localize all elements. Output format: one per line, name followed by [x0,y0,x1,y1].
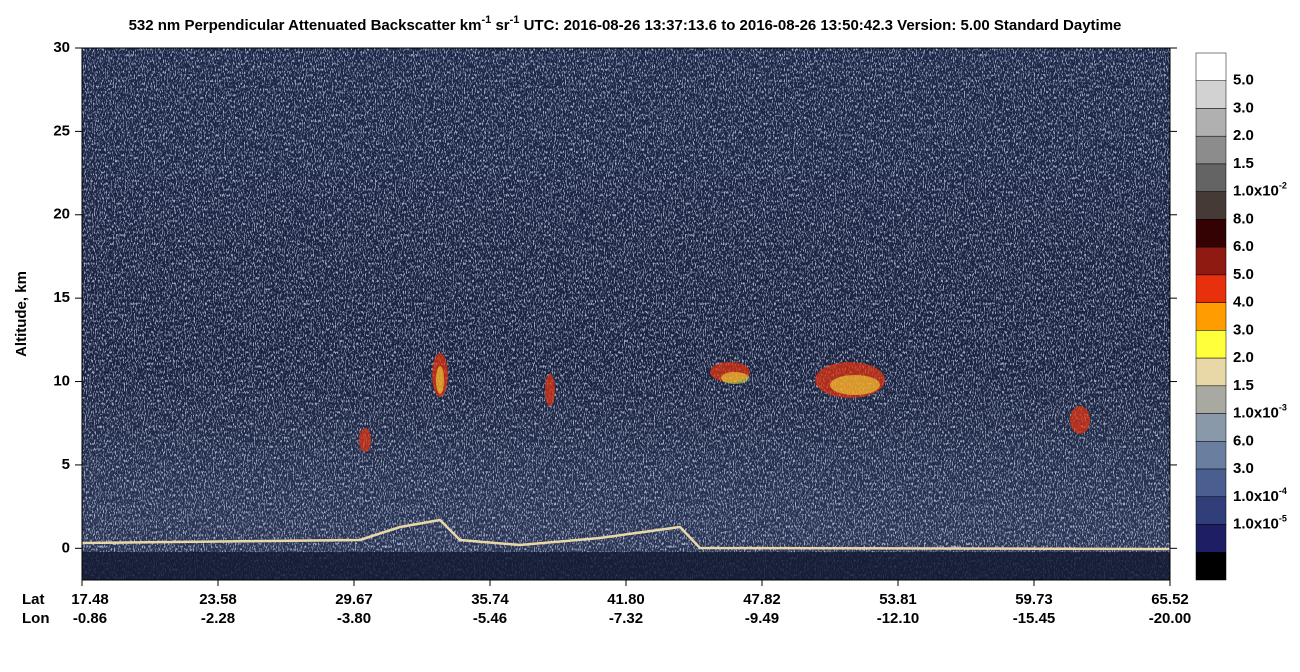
colorbar-swatch [1195,52,1227,81]
colorbar-label-exponent: -4 [1279,486,1287,496]
colorbar-swatch [1195,163,1227,192]
title-text: UTC: 2016-08-26 13:37:13.6 to 2016-08-26… [519,17,1121,34]
colorbar-label: 3.0 [1233,321,1254,338]
lat-label: 17.48 [71,591,109,608]
colorbar-swatch [1195,357,1227,387]
lon-label: -20.00 [1149,610,1192,627]
lat-label: 47.82 [743,591,781,608]
lon-label: -5.46 [473,610,507,627]
lat-label: 35.74 [471,591,509,608]
colorbar-label: 6.0 [1233,238,1254,255]
colorbar-label: 6.0 [1233,432,1254,449]
colorbar-label-exponent: -3 [1279,403,1287,413]
x-row-label: Lat [22,591,45,608]
colorbar-label: 1.0x10-3 [1233,403,1287,422]
colorbar-swatch [1195,468,1227,498]
y-tick-label: 15 [53,289,70,306]
colorbar-swatch [1195,80,1227,109]
colorbar-label: 1.0x10-2 [1233,181,1287,200]
title-text: 532 nm Perpendicular Attenuated Backscat… [129,17,482,34]
lat-label: 59.73 [1015,591,1053,608]
lon-label: -0.86 [73,610,107,627]
colorbar-label-exponent: -2 [1279,181,1287,191]
colorbar-swatch [1195,524,1227,553]
lat-label: 29.67 [335,591,373,608]
colorbar-label-base: 1.0x10 [1233,405,1279,422]
lat-label: 65.52 [1151,591,1189,608]
colorbar-label: 1.0x10-4 [1233,486,1287,505]
colorbar-swatch [1195,441,1227,470]
lon-label: -9.49 [745,610,779,627]
lon-label: -15.45 [1013,610,1056,627]
title-text: sr [491,17,510,34]
colorbar-label: 2.0 [1233,349,1254,366]
colorbar-swatch [1195,191,1227,220]
title-superscript: -1 [510,14,520,26]
plot-area [82,48,1170,580]
y-tick-label: 0 [62,539,70,556]
x-row-label: Lon [22,610,50,627]
colorbar-label: 2.0 [1233,127,1254,144]
colorbar-swatch [1195,219,1227,248]
colorbar-swatch [1195,108,1227,137]
y-tick-label: 30 [53,39,70,56]
lat-label: 53.81 [879,591,917,608]
colorbar-swatch [1195,246,1227,276]
lon-label: -7.32 [609,610,643,627]
colorbar-label: 5.0 [1233,72,1254,89]
y-tick-label: 5 [62,456,70,473]
y-tick-label: 25 [53,122,70,139]
colorbar-label-base: 1.0x10 [1233,488,1279,505]
colorbar-label: 5.0 [1233,266,1254,283]
colorbar-swatch [1195,330,1227,359]
colorbar-label: 8.0 [1233,210,1254,227]
lat-label: 41.80 [607,591,645,608]
colorbar-label-exponent: -5 [1279,514,1287,524]
chart-title: 532 nm Perpendicular Attenuated Backscat… [129,14,1122,34]
colorbar-label-base: 1.0x10 [1233,183,1279,200]
lon-label: -2.28 [201,610,235,627]
colorbar-swatch [1195,496,1227,525]
lon-label: -3.80 [337,610,371,627]
colorbar-swatch [1195,274,1227,303]
colorbar-label: 3.0 [1233,460,1254,477]
title-superscript: -1 [482,14,492,26]
colorbar-swatch [1195,385,1227,414]
colorbar-swatch [1195,135,1227,165]
colorbar-label: 3.0 [1233,99,1254,116]
y-axis-label: Altitude, km [13,271,30,357]
colorbar-swatch [1195,552,1227,581]
lat-label: 23.58 [199,591,237,608]
y-tick-label: 10 [53,373,70,390]
colorbar-swatch [1195,413,1227,442]
colorbar-label: 1.0x10-5 [1233,514,1287,533]
lon-label: -12.10 [877,610,920,627]
colorbar-swatch [1195,302,1227,331]
colorbar-label-base: 1.0x10 [1233,515,1279,532]
colorbar-label: 1.5 [1233,155,1254,172]
y-tick-label: 20 [53,206,70,223]
colorbar-label: 4.0 [1233,294,1254,311]
colorbar-label: 1.5 [1233,377,1254,394]
